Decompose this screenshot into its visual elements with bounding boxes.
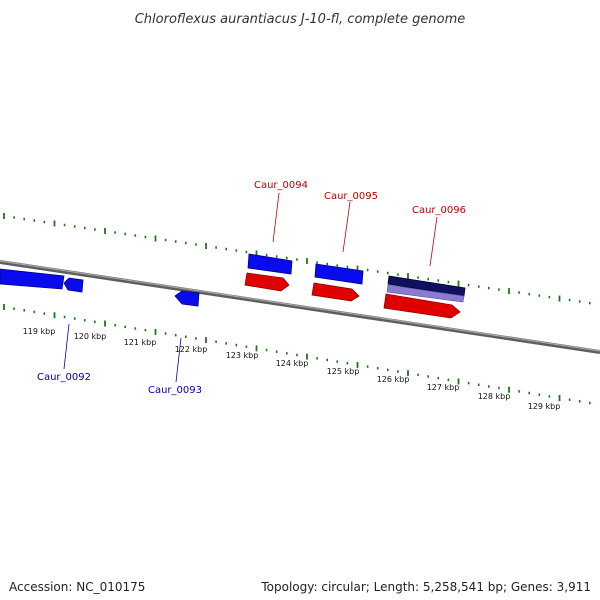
- lower-tick-row: [3, 304, 591, 405]
- scale-label-126-kbp: 126 kbp: [377, 375, 410, 384]
- gene-label-caur-0092[interactable]: Caur_0092: [37, 372, 91, 383]
- scale-label-125-kbp: 125 kbp: [327, 367, 360, 376]
- gene-feature-reverse[interactable]: [63, 277, 84, 293]
- scale-label-127-kbp: 127 kbp: [427, 383, 460, 392]
- scale-label-128-kbp: 128 kbp: [478, 392, 511, 401]
- gene-feature-forward[interactable]: [311, 282, 360, 302]
- leader-line-caur-0093: [175, 337, 182, 383]
- gene-feature-reverse[interactable]: [0, 268, 65, 290]
- scale-label-124-kbp: 124 kbp: [276, 359, 309, 368]
- gene-label-caur-0093[interactable]: Caur_0093: [148, 385, 202, 396]
- leader-line-caur-0092: [63, 323, 70, 370]
- gene-label-caur-0095[interactable]: Caur_0095: [324, 191, 378, 202]
- scale-label-123-kbp: 123 kbp: [226, 351, 259, 360]
- scale-label-120-kbp: 120 kbp: [74, 332, 107, 341]
- leader-line-caur-0094: [272, 192, 280, 243]
- leader-line-caur-0095: [342, 201, 351, 253]
- accession-text: Accession: NC_010175: [9, 580, 146, 594]
- leader-line-caur-0096: [429, 216, 438, 267]
- scale-label-121-kbp: 121 kbp: [124, 338, 157, 347]
- gene-feature-forward[interactable]: [244, 272, 290, 292]
- gene-label-caur-0094[interactable]: Caur_0094: [254, 180, 308, 191]
- gene-label-caur-0096[interactable]: Caur_0096: [412, 205, 466, 216]
- upper-tick-row: [3, 213, 591, 305]
- gene-feature-reverse[interactable]: [247, 253, 293, 275]
- genome-summary-text: Topology: circular; Length: 5,258,541 bp…: [261, 580, 591, 594]
- gene-feature-forward[interactable]: [383, 293, 461, 319]
- gene-feature-reverse[interactable]: [174, 290, 200, 307]
- genome-backbone-highlight: [0, 260, 600, 352]
- scale-label-119-kbp: 119 kbp: [23, 327, 56, 336]
- scale-label-129-kbp: 129 kbp: [528, 402, 561, 411]
- genome-backbone: [0, 260, 600, 354]
- gene-feature-band-light[interactable]: [386, 284, 465, 303]
- scale-label-122-kbp: 122 kbp: [175, 345, 208, 354]
- gene-feature-reverse[interactable]: [314, 263, 364, 285]
- map-title: Chloroflexus aurantiacus J-10-fl, comple…: [135, 12, 466, 27]
